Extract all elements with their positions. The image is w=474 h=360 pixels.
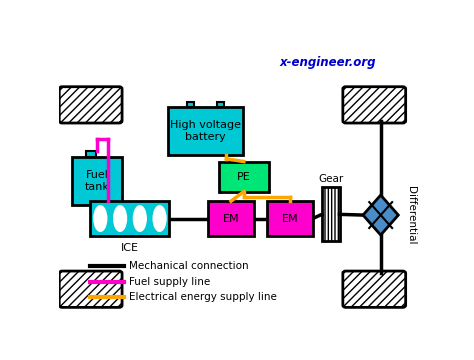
- FancyBboxPatch shape: [343, 87, 406, 123]
- Bar: [72, 157, 122, 205]
- Bar: [217, 102, 224, 107]
- FancyBboxPatch shape: [59, 87, 122, 123]
- Text: Fuel supply line: Fuel supply line: [129, 276, 210, 287]
- FancyBboxPatch shape: [322, 187, 339, 242]
- Text: High voltage
battery: High voltage battery: [170, 120, 241, 142]
- Bar: [187, 102, 193, 107]
- FancyBboxPatch shape: [59, 271, 122, 307]
- Text: Mechanical connection: Mechanical connection: [129, 261, 249, 271]
- Text: Differential: Differential: [406, 186, 416, 244]
- Text: Electrical energy supply line: Electrical energy supply line: [129, 292, 277, 302]
- Ellipse shape: [93, 205, 108, 232]
- Bar: [86, 151, 96, 157]
- Ellipse shape: [113, 205, 127, 232]
- FancyBboxPatch shape: [343, 271, 406, 307]
- Bar: [219, 162, 269, 192]
- Text: EM: EM: [223, 213, 239, 224]
- Text: ICE: ICE: [121, 243, 139, 253]
- Bar: [208, 201, 254, 236]
- Ellipse shape: [153, 205, 167, 232]
- Ellipse shape: [133, 205, 147, 232]
- Polygon shape: [363, 195, 398, 235]
- Bar: [267, 201, 313, 236]
- Text: x-engineer.org: x-engineer.org: [279, 56, 376, 69]
- Bar: [168, 107, 243, 156]
- Text: EM: EM: [282, 213, 298, 224]
- Bar: [91, 201, 169, 236]
- Text: Gear: Gear: [318, 174, 343, 184]
- Text: Fuel
tank: Fuel tank: [84, 170, 109, 192]
- Text: PE: PE: [237, 171, 251, 181]
